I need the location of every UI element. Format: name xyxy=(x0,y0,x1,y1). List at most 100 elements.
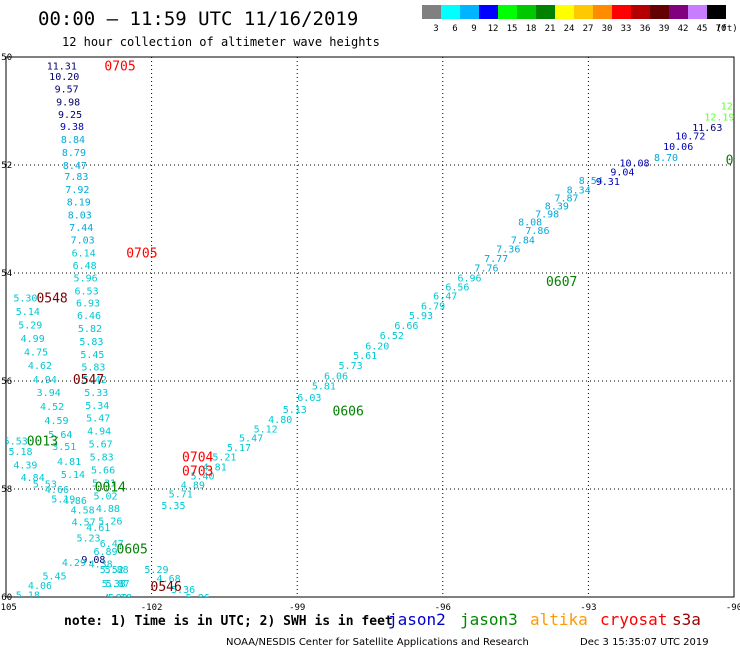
wave-height-value: 6.66 xyxy=(394,321,418,332)
wave-height-value: 5.36 xyxy=(171,585,195,596)
wave-height-value: 4.06 xyxy=(28,581,52,592)
wave-height-value: 8.47 xyxy=(63,161,87,172)
legend-swatch xyxy=(517,5,536,19)
wave-height-value: 5.88 xyxy=(105,565,129,576)
legend-swatch xyxy=(707,5,726,19)
wave-height-value: 6.06 xyxy=(324,372,348,383)
pass-time-label: 0604 xyxy=(726,154,740,169)
wave-height-value: 9.25 xyxy=(58,110,82,121)
wave-height-value: 5.29 xyxy=(18,320,42,331)
wave-height-value: 5.83 xyxy=(90,453,114,464)
wave-height-value: 4.88 xyxy=(96,504,120,515)
wave-height-value: 5.18 xyxy=(9,447,33,458)
satellite-s3a: s3a xyxy=(672,610,701,629)
legend-swatch xyxy=(688,5,707,19)
wave-height-value: 4.66 xyxy=(45,485,69,496)
pass-time-label: 0606 xyxy=(333,405,364,420)
pass-time-label: 0013 xyxy=(27,434,58,449)
wave-height-value: 5.33 xyxy=(84,388,108,399)
wave-height-value: 6.96 xyxy=(457,273,481,284)
wave-height-value: 7.44 xyxy=(69,223,93,234)
legend-label: 70 xyxy=(716,24,727,34)
satellite-jason3: jason3 xyxy=(460,610,518,629)
wave-height-value: 5.45 xyxy=(80,350,104,361)
wave-height-value: 10.06 xyxy=(663,142,693,153)
lat-tick-label: -60 xyxy=(0,593,12,603)
satellite-altika: altika xyxy=(530,610,588,629)
wave-height-value: 6.79 xyxy=(421,301,445,312)
wave-height-value: 5.23 xyxy=(76,534,100,545)
wave-height-value: 8.19 xyxy=(67,198,91,209)
legend-label: 27 xyxy=(583,24,594,34)
wave-height-value: 6.48 xyxy=(73,261,97,272)
wave-height-value: 5.18 xyxy=(16,590,40,601)
wave-height-value: 11.31 xyxy=(47,62,77,73)
wave-height-value: 4.81 xyxy=(57,457,81,468)
lat-tick-label: -54 xyxy=(0,269,12,279)
wave-height-value: 10.72 xyxy=(675,131,705,142)
wave-height-value: 12 xyxy=(721,102,733,113)
pass-time-label: 0014 xyxy=(95,480,126,495)
wave-height-value: 4.86 xyxy=(63,496,87,507)
pass-time-label: 0548 xyxy=(36,291,67,306)
lon-tick-label: -105 xyxy=(0,603,17,613)
wave-height-value: 4.58 xyxy=(71,506,95,517)
wave-height-value: 5.82 xyxy=(78,324,102,335)
lon-tick-label: -99 xyxy=(289,603,305,613)
wave-height-value: 7.92 xyxy=(65,185,89,196)
wave-height-value: 3.94 xyxy=(37,388,61,399)
legend-swatch xyxy=(555,5,574,19)
latitude-ticks: -50 -52 -54 -56 -58 -60 xyxy=(0,53,12,603)
wave-height-value: 3.51 xyxy=(52,442,76,453)
wave-height-value: 6.93 xyxy=(76,299,100,310)
lat-tick-label: -50 xyxy=(0,53,12,63)
wave-height-value: 5.12 xyxy=(254,425,278,436)
wave-height-value: 5.81 xyxy=(312,381,336,392)
legend-label: 9 xyxy=(471,24,476,34)
wave-height-value: 9.57 xyxy=(55,84,79,95)
legend-label: 39 xyxy=(659,24,670,34)
longitude-ticks: -105 -102 -99 -96 -93 -90 xyxy=(0,603,740,613)
wave-height-value: 4.39 xyxy=(13,461,37,472)
footer-credit: NOAA/NESDIS Center for Satellite Applica… xyxy=(226,637,529,648)
lat-tick-label: -52 xyxy=(0,161,12,171)
wave-height-value: 4.61 xyxy=(86,523,110,534)
lat-tick-label: -56 xyxy=(0,377,12,387)
wave-height-value: 4.38 xyxy=(89,560,113,571)
wave-height-value: 5.83 xyxy=(79,337,103,348)
wave-height-value: 5.66 xyxy=(91,466,115,477)
wave-height-value: 4.99 xyxy=(21,334,45,345)
wave-height-value: 10.08 xyxy=(619,158,649,169)
wave-height-value: 9.38 xyxy=(60,122,84,133)
footer-timestamp: Dec 3 15:35:07 UTC 2019 xyxy=(580,637,709,648)
wave-height-value: 6.53 xyxy=(75,286,99,297)
legend-swatch xyxy=(574,5,593,19)
wave-height-value: 4.81 xyxy=(203,462,227,473)
wave-height-value: 4.75 xyxy=(24,347,48,358)
wave-height-value: 5.96 xyxy=(74,273,98,284)
wave-height-value: 5.34 xyxy=(85,401,109,412)
wave-height-value: 4.83 xyxy=(104,593,128,604)
wave-height-value: 8.08 xyxy=(518,218,542,229)
legend-swatch xyxy=(479,5,498,19)
wave-height-value: 5.31 xyxy=(92,479,116,490)
pass-time-label: 0547 xyxy=(73,373,104,388)
wave-height-value: 5.18 xyxy=(108,593,132,604)
wave-height-value: 7.83 xyxy=(64,172,88,183)
wave-height-value: 9.04 xyxy=(610,167,634,178)
wave-height-value: 9.31 xyxy=(596,177,620,188)
legend-swatch xyxy=(460,5,479,19)
wave-height-value: 4.59 xyxy=(44,416,68,427)
legend-swatch xyxy=(441,5,460,19)
wave-height-value: 5.63 xyxy=(1,617,25,628)
wave-height-value: 8.34 xyxy=(567,185,591,196)
wave-height-value: 4.52 xyxy=(40,402,64,413)
wave-height-value: 5.13 xyxy=(283,405,307,416)
legend-swatch xyxy=(498,5,517,19)
wave-height-value: 5.73 xyxy=(339,361,363,372)
legend-label: 24 xyxy=(564,24,575,34)
wave-height-value: 5.87 xyxy=(106,579,130,590)
wave-height-value: 5.35 xyxy=(161,501,185,512)
wave-height-value: 7.76 xyxy=(474,264,498,275)
wave-height-value: 5.38 xyxy=(102,579,126,590)
